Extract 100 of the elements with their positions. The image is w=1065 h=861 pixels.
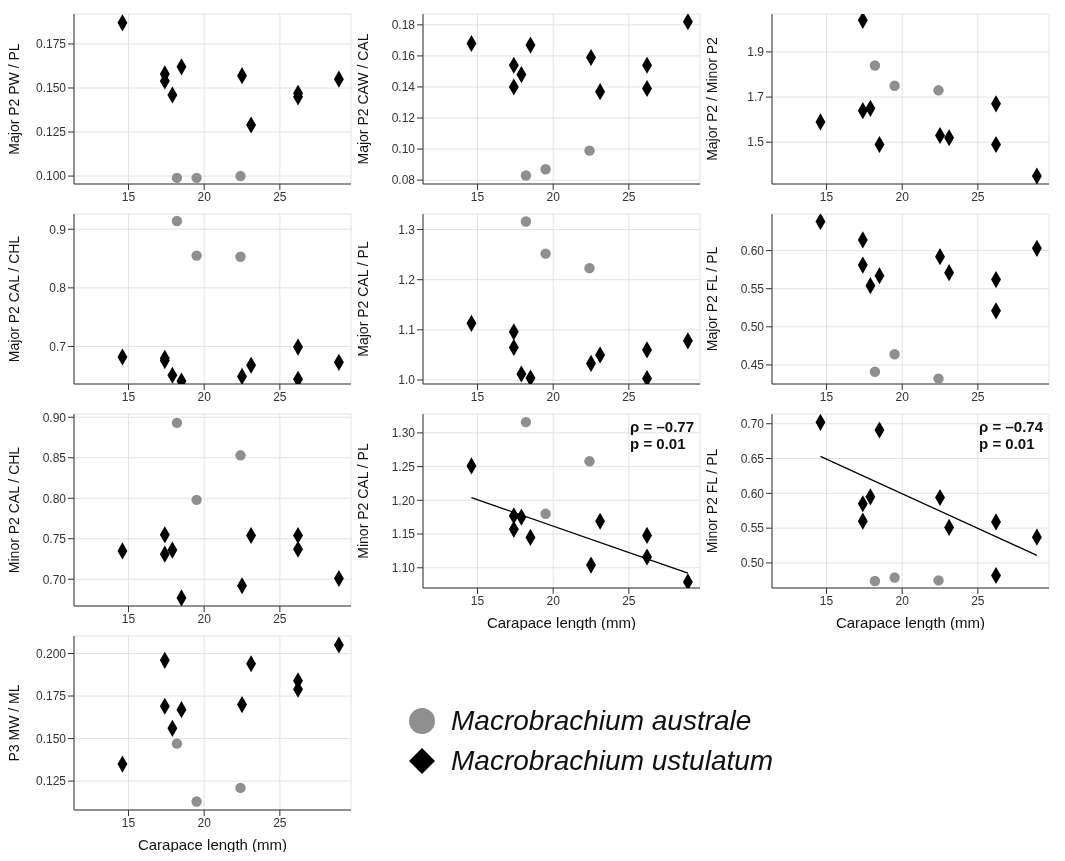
x-tick-label: 20 — [197, 611, 212, 626]
x-tick-label: 25 — [273, 389, 287, 404]
point — [584, 262, 595, 274]
point — [869, 575, 881, 587]
y-tick-label: 1.3 — [398, 222, 416, 237]
y-axis-title: Major P2 FL / PL — [703, 246, 720, 352]
y-tick-label: 1.0 — [398, 373, 416, 388]
point — [191, 494, 202, 506]
point — [857, 14, 868, 29]
point — [191, 796, 202, 807]
y-tick-label: 1.10 — [391, 561, 416, 576]
y-tick-label: 0.125 — [35, 774, 67, 789]
x-tick-label: 20 — [197, 815, 212, 830]
point — [933, 85, 944, 96]
y-tick-label: 0.50 — [740, 556, 765, 571]
y-tick-label: 0.100 — [35, 169, 67, 184]
point — [869, 366, 881, 377]
x-tick-label: 25 — [622, 593, 636, 608]
point — [235, 782, 246, 794]
y-axis-title: Minor P2 FL / PL — [703, 448, 720, 554]
x-tick-label: 25 — [273, 611, 287, 626]
x-tick-label: 15 — [470, 389, 485, 404]
point — [520, 216, 532, 227]
y-tick-label: 0.75 — [42, 532, 67, 547]
x-tick-label: 25 — [622, 189, 636, 204]
point — [889, 80, 900, 91]
y-tick-label: 0.08 — [391, 173, 416, 188]
y-tick-label: 1.2 — [398, 272, 416, 287]
y-tick-label: 0.80 — [42, 491, 67, 506]
point — [171, 417, 183, 429]
y-axis-title: Minor P2 CAL / CHL — [5, 446, 22, 574]
x-tick-label: 20 — [895, 593, 910, 608]
point — [191, 250, 202, 261]
y-axis-title: Major P2 CAL / PL — [354, 241, 371, 357]
point — [171, 738, 183, 749]
point — [540, 164, 551, 175]
y-tick-label: 0.9 — [49, 222, 67, 237]
point — [889, 572, 900, 583]
point — [525, 369, 536, 384]
x-tick-label: 25 — [971, 389, 985, 404]
point — [584, 456, 595, 467]
x-tick-label: 15 — [819, 189, 834, 204]
y-axis-title: P3 MW / ML — [5, 684, 22, 762]
point — [869, 60, 881, 71]
annotation: ρ = –0.74 — [979, 418, 1043, 435]
point — [191, 172, 202, 184]
x-tick-label: 25 — [971, 593, 985, 608]
x-tick-label: 20 — [546, 593, 561, 608]
y-tick-label: 1.5 — [747, 135, 765, 150]
y-tick-label: 1.7 — [747, 90, 765, 105]
x-tick-label: 20 — [895, 389, 910, 404]
y-axis-title: Major P2 PW / PL — [5, 43, 22, 155]
y-tick-label: 0.50 — [740, 320, 765, 335]
x-tick-label: 15 — [819, 593, 834, 608]
y-tick-label: 0.70 — [740, 417, 765, 431]
y-tick-label: 0.150 — [35, 81, 67, 96]
point — [682, 573, 693, 588]
x-tick-label: 20 — [546, 189, 561, 204]
point — [171, 215, 183, 227]
point — [540, 248, 551, 259]
annotation: p = 0.01 — [979, 435, 1036, 452]
y-tick-label: 0.55 — [740, 521, 765, 536]
y-tick-label: 0.125 — [35, 125, 67, 140]
annotation: p = 0.01 — [630, 435, 687, 452]
point — [933, 373, 944, 384]
y-tick-label: 0.90 — [42, 410, 67, 425]
legend-label: Macrobrachium ustulatum — [451, 745, 774, 777]
legend-label: Macrobrachium australe — [451, 705, 752, 737]
y-tick-label: 1.20 — [391, 493, 416, 508]
y-tick-label: 0.7 — [49, 339, 67, 354]
point — [235, 170, 246, 182]
x-tick-label: 25 — [273, 189, 287, 204]
x-tick-label: 20 — [895, 189, 910, 204]
point — [540, 508, 551, 520]
y-tick-label: 0.45 — [740, 358, 765, 373]
x-tick-label: 20 — [197, 389, 212, 404]
point — [889, 349, 900, 360]
y-tick-label: 0.85 — [42, 451, 67, 466]
y-tick-label: 0.18 — [391, 18, 416, 33]
point — [933, 575, 944, 586]
point — [520, 170, 532, 181]
point — [235, 450, 246, 461]
y-tick-label: 1.1 — [398, 323, 416, 338]
x-tick-label: 15 — [121, 189, 136, 204]
y-axis-title: Major P2 CAL / CHL — [5, 235, 22, 363]
y-tick-label: 1.15 — [391, 527, 416, 542]
y-tick-label: 1.9 — [747, 45, 765, 60]
y-tick-label: 1.25 — [391, 459, 416, 474]
x-tick-label: 15 — [819, 389, 834, 404]
y-tick-label: 0.70 — [42, 572, 67, 587]
y-tick-label: 0.16 — [391, 49, 416, 64]
x-tick-label: 15 — [121, 389, 136, 404]
y-tick-label: 0.8 — [49, 281, 67, 296]
y-tick-label: 0.150 — [35, 731, 67, 746]
x-tick-label: 25 — [971, 189, 985, 204]
x-tick-label: 15 — [470, 593, 485, 608]
x-tick-label: 20 — [546, 389, 561, 404]
x-tick-label: 15 — [121, 611, 136, 626]
y-tick-label: 0.10 — [391, 142, 416, 157]
point — [171, 172, 183, 184]
